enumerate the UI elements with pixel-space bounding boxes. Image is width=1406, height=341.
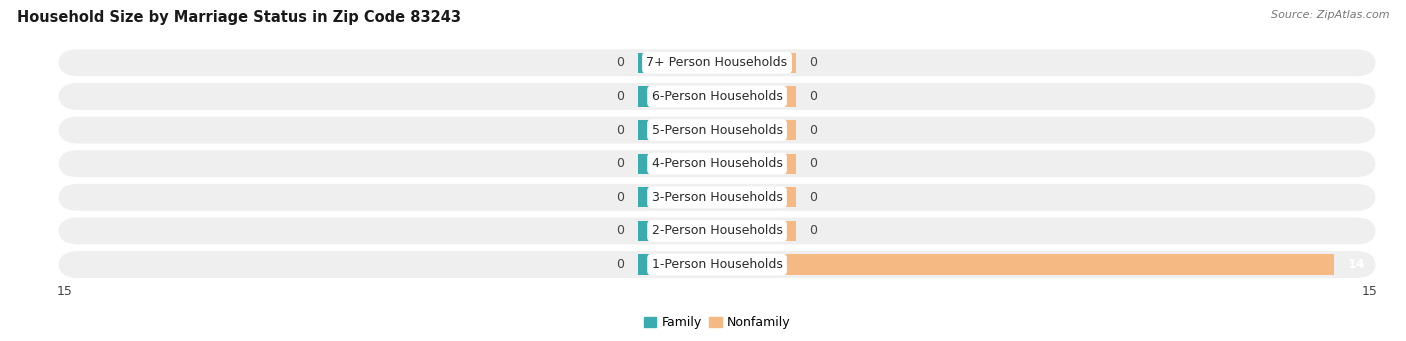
Bar (717, 221, 796, 241)
Text: 4-Person Households: 4-Person Households (651, 157, 783, 170)
Bar (638, 86, 717, 106)
Text: 0: 0 (617, 56, 624, 69)
Bar (717, 86, 796, 106)
Bar (717, 120, 796, 140)
Text: 2-Person Households: 2-Person Households (651, 224, 783, 237)
Text: 14: 14 (1347, 258, 1365, 271)
FancyBboxPatch shape (59, 83, 1375, 110)
Text: 0: 0 (617, 123, 624, 136)
Bar (638, 254, 717, 275)
Text: 0: 0 (810, 191, 817, 204)
Text: Household Size by Marriage Status in Zip Code 83243: Household Size by Marriage Status in Zip… (17, 10, 461, 25)
Text: 15: 15 (56, 285, 72, 298)
Text: 0: 0 (810, 123, 817, 136)
Bar (717, 53, 796, 73)
Text: 0: 0 (617, 258, 624, 271)
Bar (638, 153, 717, 174)
FancyBboxPatch shape (59, 218, 1375, 244)
Text: 0: 0 (810, 224, 817, 237)
Text: 0: 0 (617, 191, 624, 204)
FancyBboxPatch shape (59, 184, 1375, 211)
FancyBboxPatch shape (59, 49, 1375, 76)
Text: 0: 0 (810, 90, 817, 103)
FancyBboxPatch shape (59, 251, 1375, 278)
Text: 3-Person Households: 3-Person Households (651, 191, 783, 204)
Bar (717, 187, 796, 207)
Bar (638, 187, 717, 207)
Bar (717, 153, 796, 174)
Text: 0: 0 (617, 90, 624, 103)
Text: 5-Person Households: 5-Person Households (651, 123, 783, 136)
Text: Source: ZipAtlas.com: Source: ZipAtlas.com (1271, 10, 1389, 20)
Text: 15: 15 (1362, 285, 1378, 298)
Text: 1-Person Households: 1-Person Households (651, 258, 783, 271)
Text: 6-Person Households: 6-Person Households (651, 90, 783, 103)
Bar (717, 254, 1334, 275)
Text: 7+ Person Households: 7+ Person Households (647, 56, 787, 69)
Bar (638, 53, 717, 73)
FancyBboxPatch shape (59, 117, 1375, 144)
Text: 0: 0 (810, 157, 817, 170)
Bar (638, 221, 717, 241)
Bar (638, 120, 717, 140)
FancyBboxPatch shape (59, 150, 1375, 177)
Text: 0: 0 (810, 56, 817, 69)
Legend: Family, Nonfamily: Family, Nonfamily (638, 311, 796, 334)
Text: 0: 0 (617, 224, 624, 237)
Text: 0: 0 (617, 157, 624, 170)
